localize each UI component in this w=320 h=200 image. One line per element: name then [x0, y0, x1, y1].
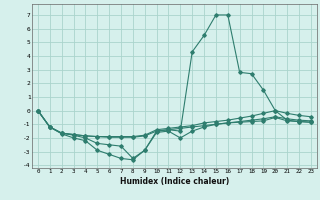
X-axis label: Humidex (Indice chaleur): Humidex (Indice chaleur): [120, 177, 229, 186]
